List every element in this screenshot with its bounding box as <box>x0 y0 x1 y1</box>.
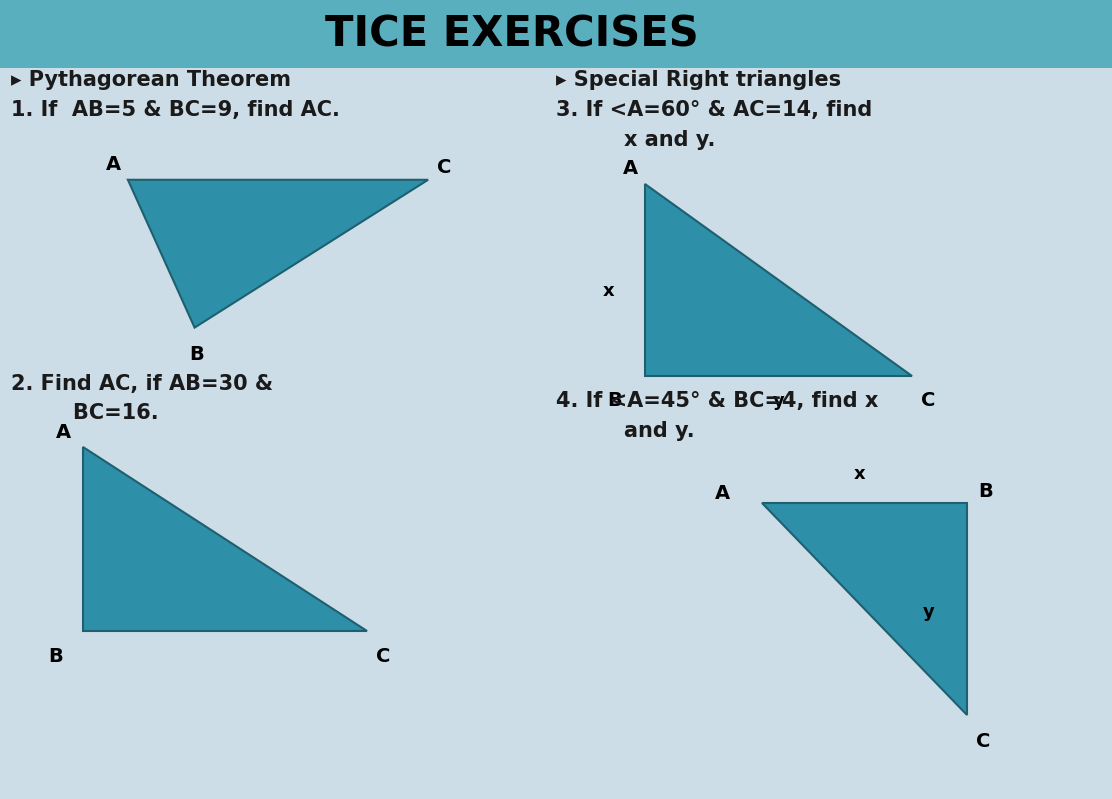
Text: BC=16.: BC=16. <box>44 403 159 423</box>
Text: C: C <box>437 158 451 177</box>
Polygon shape <box>645 184 912 376</box>
Text: ▸ Special Right triangles: ▸ Special Right triangles <box>556 70 841 90</box>
Text: C: C <box>921 391 935 410</box>
Polygon shape <box>762 503 967 715</box>
Text: 4. If <A=45° & BC=4, find x: 4. If <A=45° & BC=4, find x <box>556 391 878 411</box>
Text: ▸ Pythagorean Theorem: ▸ Pythagorean Theorem <box>11 70 291 90</box>
Text: x and y.: x and y. <box>595 129 715 150</box>
Text: 3. If <A=60° & AC=14, find: 3. If <A=60° & AC=14, find <box>556 100 872 121</box>
Text: C: C <box>376 646 390 666</box>
Text: B: B <box>979 482 993 501</box>
Text: A: A <box>106 155 121 174</box>
Text: x: x <box>854 465 865 483</box>
Text: B: B <box>189 344 203 364</box>
Text: C: C <box>976 732 991 751</box>
Text: A: A <box>56 423 71 442</box>
Text: 1. If  AB=5 & BC=9, find AC.: 1. If AB=5 & BC=9, find AC. <box>11 100 340 121</box>
Text: 2. Find AC, if AB=30 &: 2. Find AC, if AB=30 & <box>11 373 274 394</box>
Text: and y.: and y. <box>595 421 695 442</box>
Text: y: y <box>923 603 935 622</box>
Text: B: B <box>48 646 62 666</box>
Text: x: x <box>603 281 614 300</box>
FancyBboxPatch shape <box>0 0 1112 68</box>
Polygon shape <box>128 180 428 328</box>
Text: A: A <box>715 484 731 503</box>
Text: TICE EXERCISES: TICE EXERCISES <box>325 14 698 55</box>
Polygon shape <box>83 447 367 631</box>
Text: A: A <box>623 159 638 178</box>
Text: B: B <box>607 391 622 410</box>
Text: y: y <box>773 392 785 410</box>
